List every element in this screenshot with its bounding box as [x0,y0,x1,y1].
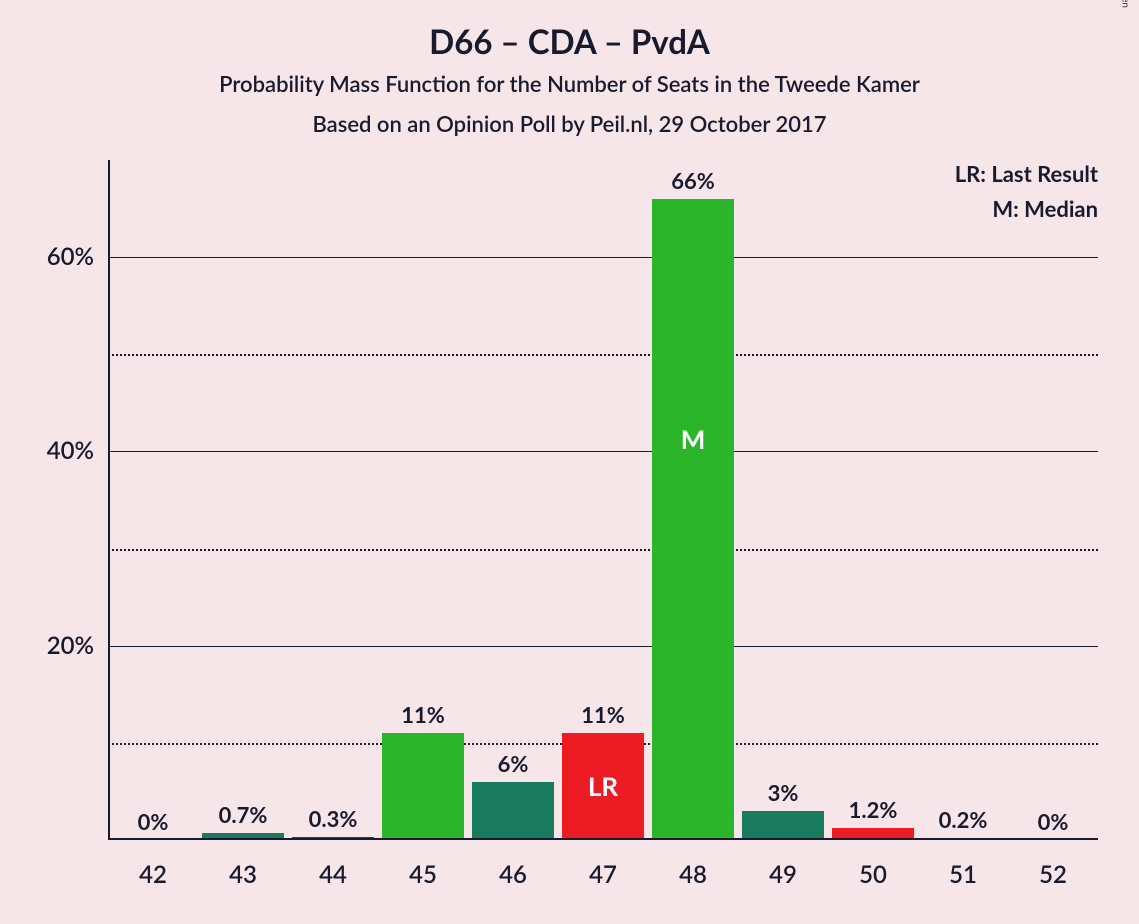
bar-value-label: 66% [648,167,738,194]
bar-value-label: 3% [738,779,828,806]
chart-subtitle: Probability Mass Function for the Number… [0,70,1139,97]
major-gridline [108,257,1098,258]
bar-value-label: 11% [378,701,468,728]
bar-value-label: 0.7% [198,801,288,828]
x-axis-line [108,838,1098,840]
x-axis-tick-label: 43 [198,860,288,889]
bar-value-label: 11% [558,701,648,728]
bar [742,811,825,840]
x-axis-tick-label: 49 [738,860,828,889]
chart-subtitle: Based on an Opinion Poll by Peil.nl, 29 … [0,110,1139,137]
bar-annotation: M [648,423,738,455]
x-axis-tick-label: 47 [558,860,648,889]
bar-value-label: 1.2% [828,796,918,823]
x-axis-tick-label: 50 [828,860,918,889]
x-axis-tick-label: 46 [468,860,558,889]
x-axis-tick-label: 45 [378,860,468,889]
bar-value-label: 0.3% [288,805,378,832]
copyright-text: © 2020 Filip van Laenen [1119,0,1131,8]
bar-value-label: 0% [1008,808,1098,835]
x-axis-tick-label: 44 [288,860,378,889]
legend-entry: M: Median [992,195,1098,222]
y-axis-line [108,160,110,840]
minor-gridline [108,549,1098,551]
bar-value-label: 0.2% [918,806,1008,833]
bar-value-label: 0% [108,808,198,835]
y-axis-tick-label: 40% [0,436,94,465]
y-axis-tick-label: 60% [0,242,94,271]
y-axis-tick-label: 20% [0,631,94,660]
legend-entry: LR: Last Result [955,160,1098,187]
x-axis-tick-label: 51 [918,860,1008,889]
chart-title: D66 – CDA – PvdA [0,22,1139,62]
bar [652,199,735,840]
bar [472,782,555,840]
pmf-seats-chart: D66 – CDA – PvdA Probability Mass Functio… [0,0,1139,924]
x-axis-tick-label: 48 [648,860,738,889]
major-gridline [108,451,1098,452]
x-axis-tick-label: 42 [108,860,198,889]
x-axis-tick-label: 52 [1008,860,1098,889]
bar [382,733,465,840]
major-gridline [108,646,1098,647]
bar-value-label: 6% [468,750,558,777]
bar-annotation: LR [558,770,648,802]
minor-gridline [108,354,1098,356]
